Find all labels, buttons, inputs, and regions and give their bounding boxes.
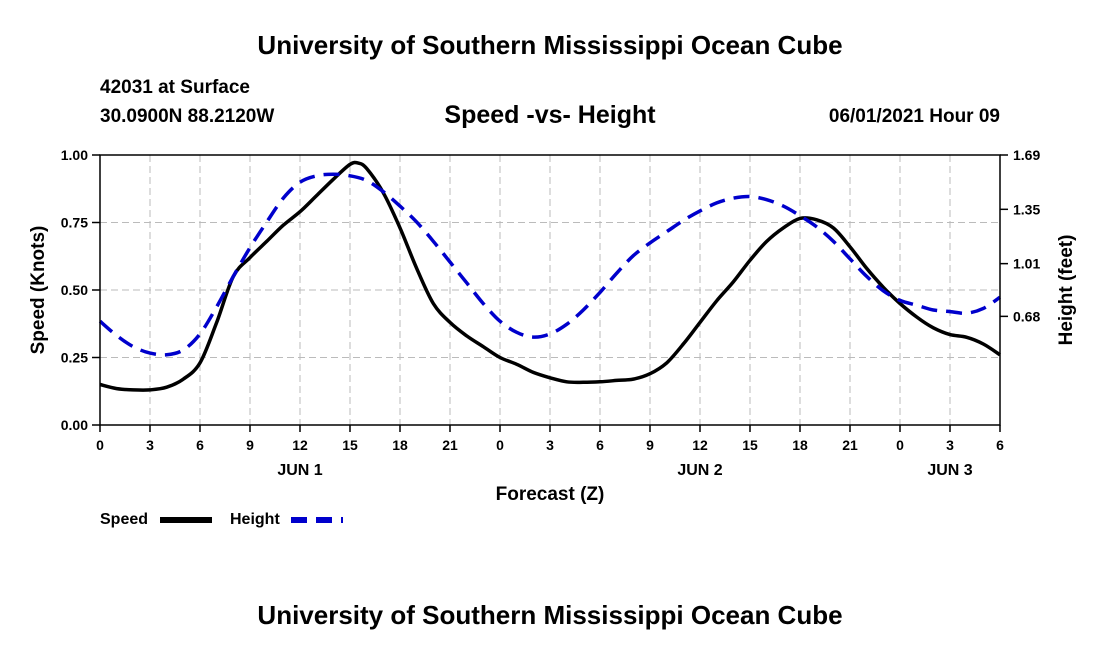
x-tick-label: 9: [646, 437, 654, 453]
x-tick-label: 21: [442, 437, 458, 453]
y-left-tick-label: 0.50: [61, 282, 88, 298]
x-tick-label: 6: [596, 437, 604, 453]
x-tick-label: 0: [496, 437, 504, 453]
x-tick-label: 3: [946, 437, 954, 453]
y-left-tick-label: 1.00: [61, 147, 88, 163]
legend-label-speed: Speed: [100, 511, 148, 528]
legend-label-height: Height: [230, 511, 280, 528]
x-axis-title: Forecast (Z): [496, 484, 605, 505]
x-tick-label: 0: [896, 437, 904, 453]
speed-series-line: [99, 160, 1001, 392]
x-tick-label: 15: [342, 437, 358, 453]
axes: 0 3 6 9 12 15 18 21 0 3 6 9 12 15 18 21 0 3 6 0.00 0.25 0.50 0…: [28, 147, 1077, 505]
y-right-tick-label: 1.01: [1013, 256, 1040, 272]
station-label: 42031 at Surface: [100, 77, 250, 98]
x-tick-label: 18: [792, 437, 808, 453]
legend: Speed Height: [100, 511, 343, 528]
x-tick-label: 0: [96, 437, 104, 453]
x-tick-label: 3: [546, 437, 554, 453]
x-tick-label: 12: [692, 437, 708, 453]
day-label: JUN 3: [927, 462, 972, 479]
y-left-tick-label: 0.75: [61, 215, 88, 231]
day-label: JUN 1: [277, 462, 322, 479]
x-tick-label: 21: [842, 437, 858, 453]
y-right-tick-label: 1.69: [1013, 147, 1040, 163]
y-left-tick-label: 0.25: [61, 350, 88, 366]
y-left-tick-label: 0.00: [61, 417, 88, 433]
y-right-axis-title: Height (feet): [1056, 235, 1077, 346]
day-label: JUN 2: [677, 462, 722, 479]
x-tick-label: 12: [292, 437, 308, 453]
chart-title: Speed -vs- Height: [444, 101, 656, 129]
x-tick-label: 3: [146, 437, 154, 453]
x-tick-label: 6: [196, 437, 204, 453]
grid: [100, 155, 1000, 425]
x-tick-label: 15: [742, 437, 758, 453]
y-right-tick-label: 0.68: [1013, 308, 1040, 324]
height-series-line: [98, 172, 1002, 357]
x-tick-label: 6: [996, 437, 1004, 453]
y-left-axis-title: Speed (Knots): [28, 226, 49, 355]
footer-title: University of Southern Mississippi Ocean…: [257, 600, 843, 630]
y-right-tick-label: 1.35: [1013, 201, 1040, 217]
date-hour-label: 06/01/2021 Hour 09: [828, 106, 1000, 127]
x-tick-label: 18: [392, 437, 408, 453]
series-lines: [98, 160, 1002, 392]
x-tick-label: 9: [246, 437, 254, 453]
coordinates-label: 30.0900N 88.2120W: [100, 106, 275, 127]
page-title: University of Southern Mississippi Ocean…: [257, 30, 843, 60]
